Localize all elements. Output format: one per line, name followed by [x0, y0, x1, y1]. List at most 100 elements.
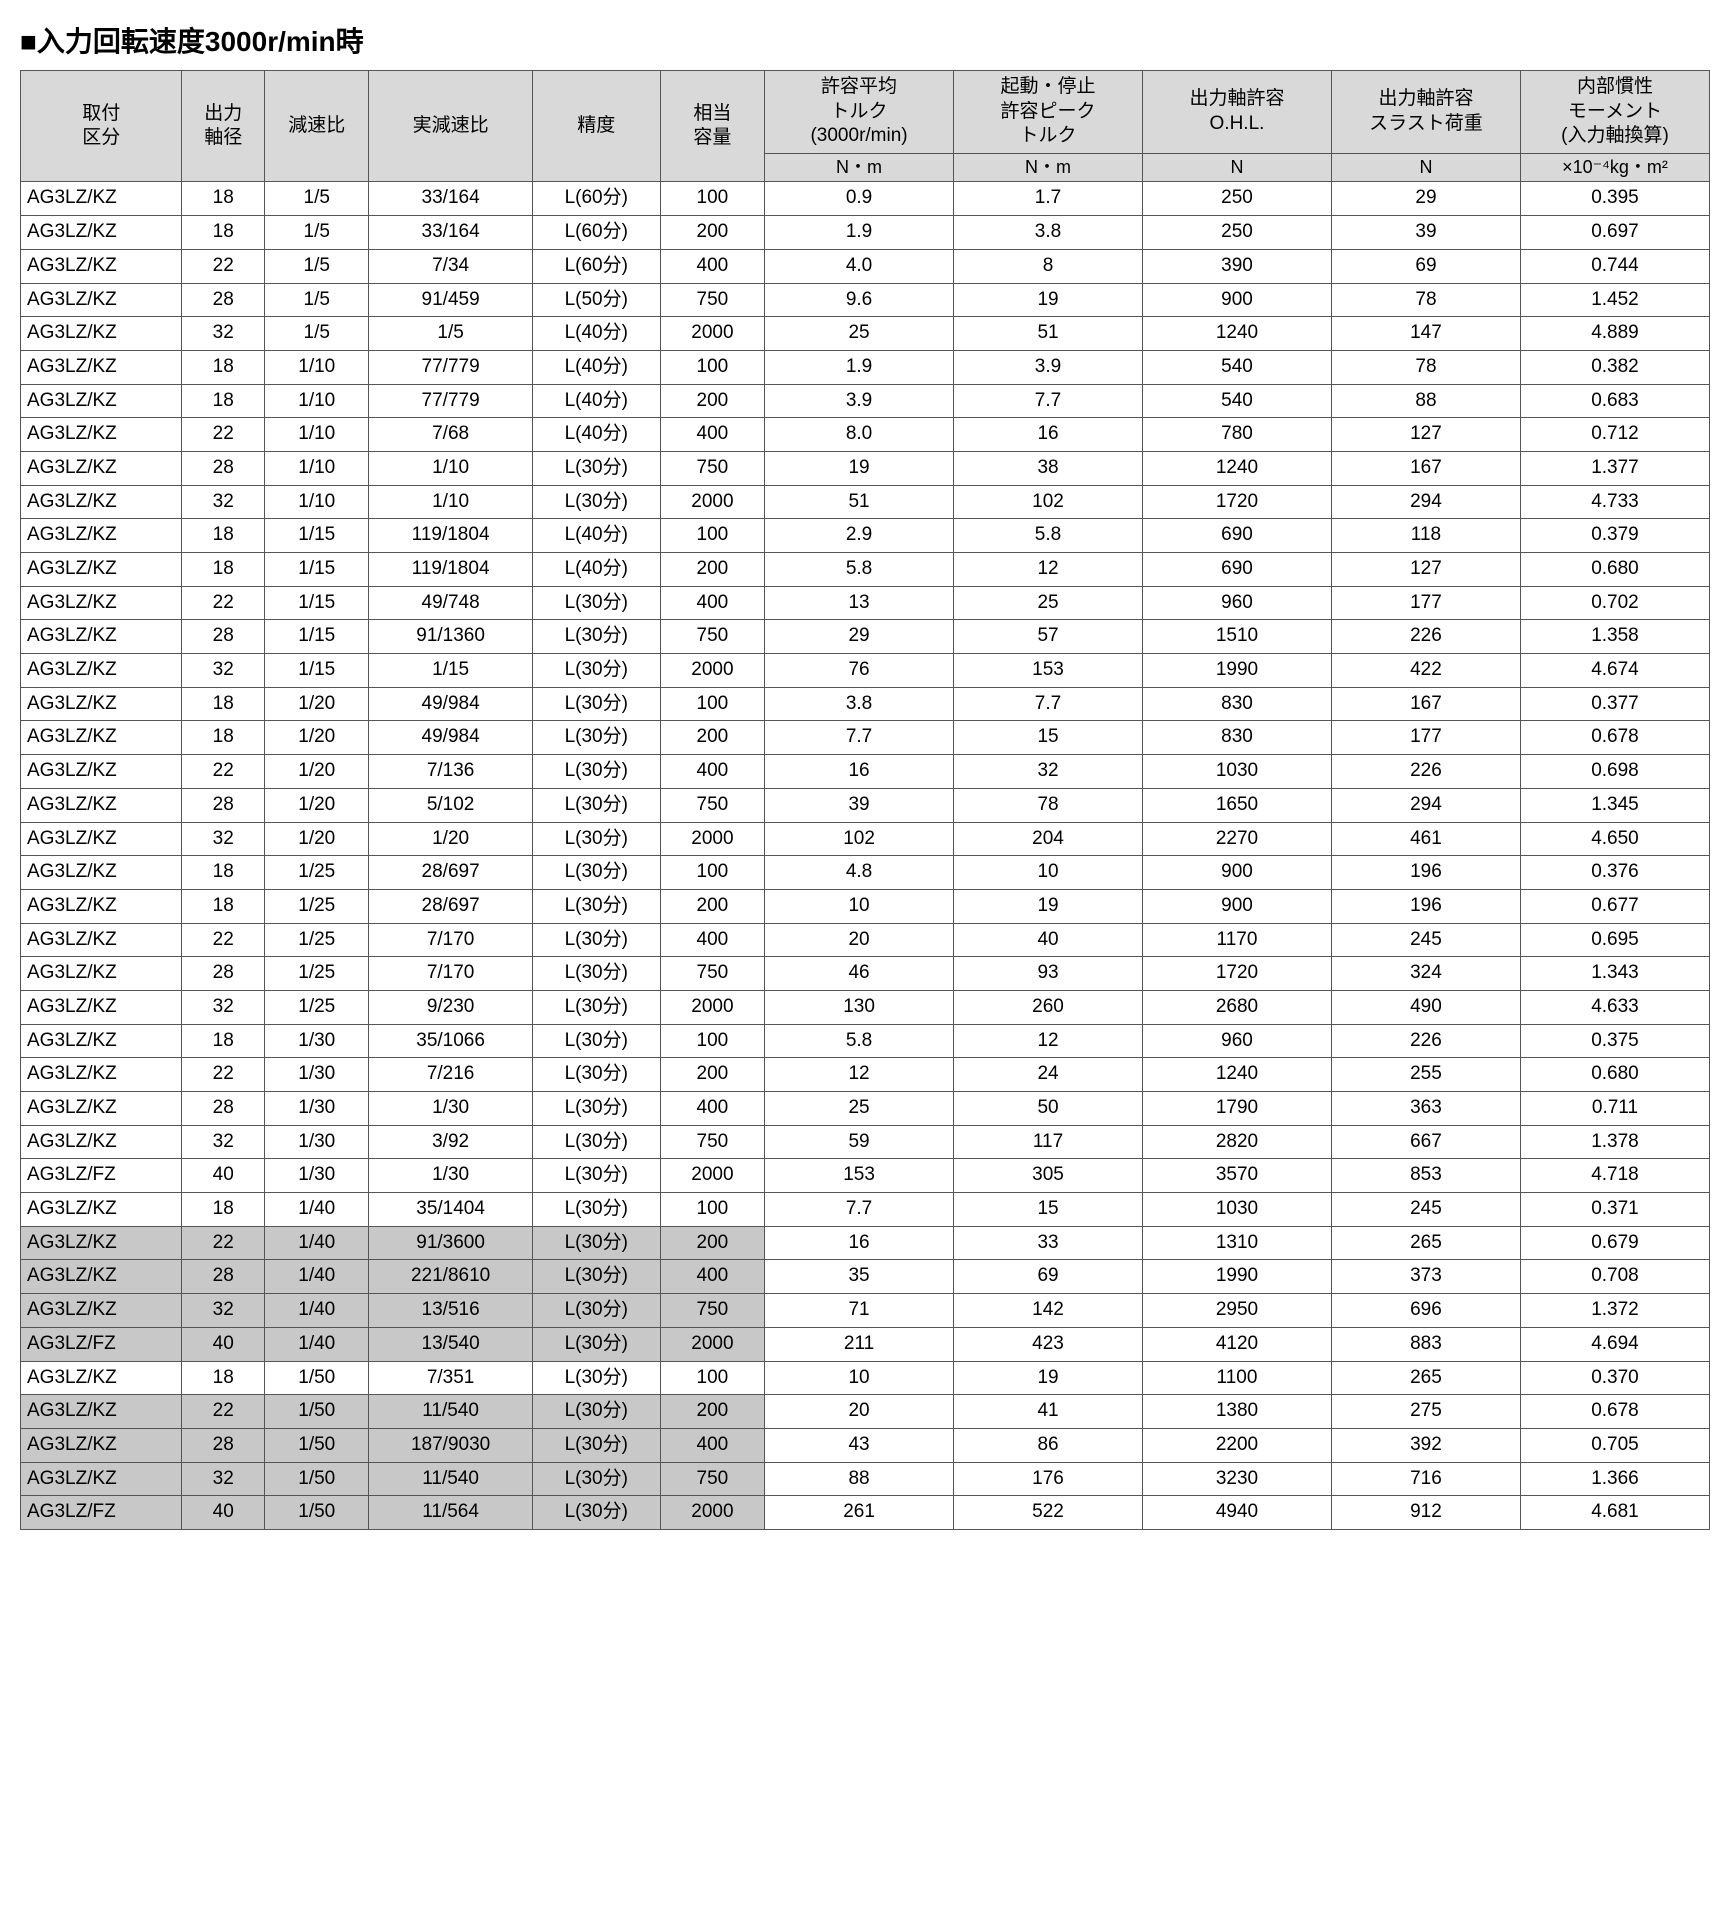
table-cell: AG3LZ/FZ	[21, 1327, 182, 1361]
table-cell: 18	[182, 687, 265, 721]
table-cell: 119/1804	[369, 553, 532, 587]
table-cell: 423	[954, 1327, 1143, 1361]
table-cell: 20	[765, 1395, 954, 1429]
table-cell: 2000	[660, 1327, 764, 1361]
table-cell: 400	[660, 1092, 764, 1126]
table-cell: 540	[1143, 350, 1332, 384]
table-cell: 1.358	[1520, 620, 1709, 654]
table-cell: AG3LZ/KZ	[21, 1024, 182, 1058]
table-cell: L(30分)	[532, 1294, 660, 1328]
table-row: AG3LZ/KZ321/303/92L(30分)7505911728206671…	[21, 1125, 1710, 1159]
table-cell: 18	[182, 519, 265, 553]
table-cell: 4.718	[1520, 1159, 1709, 1193]
table-cell: 7/351	[369, 1361, 532, 1395]
table-cell: 1/15	[265, 654, 369, 688]
table-cell: 750	[660, 788, 764, 822]
table-cell: 4.650	[1520, 822, 1709, 856]
table-cell: AG3LZ/KZ	[21, 1462, 182, 1496]
table-cell: 1/10	[265, 451, 369, 485]
table-cell: L(30分)	[532, 654, 660, 688]
table-cell: 18	[182, 721, 265, 755]
table-row: AG3LZ/KZ221/4091/3600L(30分)2001633131026…	[21, 1226, 1710, 1260]
table-cell: 2000	[660, 822, 764, 856]
table-cell: 1/20	[265, 721, 369, 755]
table-cell: 32	[182, 1462, 265, 1496]
table-cell: 960	[1143, 586, 1332, 620]
table-row: AG3LZ/KZ321/151/15L(30分)2000761531990422…	[21, 654, 1710, 688]
table-cell: 750	[660, 451, 764, 485]
table-cell: 18	[182, 856, 265, 890]
table-cell: 10	[765, 889, 954, 923]
table-cell: L(30分)	[532, 1496, 660, 1530]
table-cell: 71	[765, 1294, 954, 1328]
table-cell: 100	[660, 519, 764, 553]
table-cell: AG3LZ/KZ	[21, 249, 182, 283]
table-cell: 0.711	[1520, 1092, 1709, 1126]
table-cell: AG3LZ/KZ	[21, 1428, 182, 1462]
table-cell: L(30分)	[532, 1159, 660, 1193]
table-row: AG3LZ/KZ181/15119/1804L(40分)2005.8126901…	[21, 553, 1710, 587]
table-cell: 2270	[1143, 822, 1332, 856]
table-cell: 13/516	[369, 1294, 532, 1328]
table-cell: 1/20	[265, 687, 369, 721]
table-cell: 28/697	[369, 889, 532, 923]
table-cell: 91/1360	[369, 620, 532, 654]
table-cell: L(30分)	[532, 889, 660, 923]
table-cell: 1030	[1143, 1193, 1332, 1227]
table-cell: L(60分)	[532, 182, 660, 216]
table-cell: 13	[765, 586, 954, 620]
table-cell: L(30分)	[532, 1024, 660, 1058]
table-cell: 221/8610	[369, 1260, 532, 1294]
table-cell: L(30分)	[532, 923, 660, 957]
table-cell: 4.633	[1520, 990, 1709, 1024]
table-cell: 22	[182, 586, 265, 620]
table-cell: 77/779	[369, 350, 532, 384]
table-cell: 275	[1331, 1395, 1520, 1429]
hdr-mount: 取付区分	[21, 71, 182, 182]
table-cell: 1/15	[265, 519, 369, 553]
table-cell: 4.8	[765, 856, 954, 890]
table-cell: 696	[1331, 1294, 1520, 1328]
hdr-inertia: 内部慣性モーメント(入力軸換算)	[1520, 71, 1709, 154]
table-cell: 118	[1331, 519, 1520, 553]
table-cell: 153	[765, 1159, 954, 1193]
table-row: AG3LZ/KZ221/107/68L(40分)4008.0167801270.…	[21, 418, 1710, 452]
table-cell: 32	[182, 1294, 265, 1328]
table-cell: 200	[660, 384, 764, 418]
table-cell: 12	[954, 1024, 1143, 1058]
table-cell: 1/50	[265, 1428, 369, 1462]
table-row: AG3LZ/KZ281/591/459L(50分)7509.619900781.…	[21, 283, 1710, 317]
table-cell: AG3LZ/KZ	[21, 654, 182, 688]
table-cell: 1.345	[1520, 788, 1709, 822]
hdr-accuracy: 精度	[532, 71, 660, 182]
table-row: AG3LZ/FZ401/4013/540L(30分)20002114234120…	[21, 1327, 1710, 1361]
table-cell: L(30分)	[532, 957, 660, 991]
table-cell: 187/9030	[369, 1428, 532, 1462]
table-cell: 1990	[1143, 1260, 1332, 1294]
table-cell: 78	[954, 788, 1143, 822]
table-row: AG3LZ/KZ281/205/102L(30分)750397816502941…	[21, 788, 1710, 822]
table-cell: 261	[765, 1496, 954, 1530]
table-cell: 28	[182, 620, 265, 654]
table-row: AG3LZ/KZ321/259/230L(30分)200013026026804…	[21, 990, 1710, 1024]
table-cell: 77/779	[369, 384, 532, 418]
table-cell: 226	[1331, 1024, 1520, 1058]
table-row: AG3LZ/KZ281/1591/1360L(30分)7502957151022…	[21, 620, 1710, 654]
table-cell: L(30分)	[532, 687, 660, 721]
table-row: AG3LZ/KZ181/1077/779L(40分)1001.93.954078…	[21, 350, 1710, 384]
table-cell: 1/5	[265, 249, 369, 283]
table-cell: 2000	[660, 654, 764, 688]
table-cell: L(30分)	[532, 1260, 660, 1294]
table-cell: 1/5	[265, 283, 369, 317]
table-cell: 49/984	[369, 687, 532, 721]
table-cell: 9/230	[369, 990, 532, 1024]
table-cell: L(60分)	[532, 216, 660, 250]
table-cell: 32	[182, 654, 265, 688]
table-cell: 88	[1331, 384, 1520, 418]
table-cell: 7/170	[369, 923, 532, 957]
table-cell: 1990	[1143, 654, 1332, 688]
table-cell: 7/170	[369, 957, 532, 991]
table-cell: 1.366	[1520, 1462, 1709, 1496]
table-cell: 255	[1331, 1058, 1520, 1092]
table-cell: 13/540	[369, 1327, 532, 1361]
